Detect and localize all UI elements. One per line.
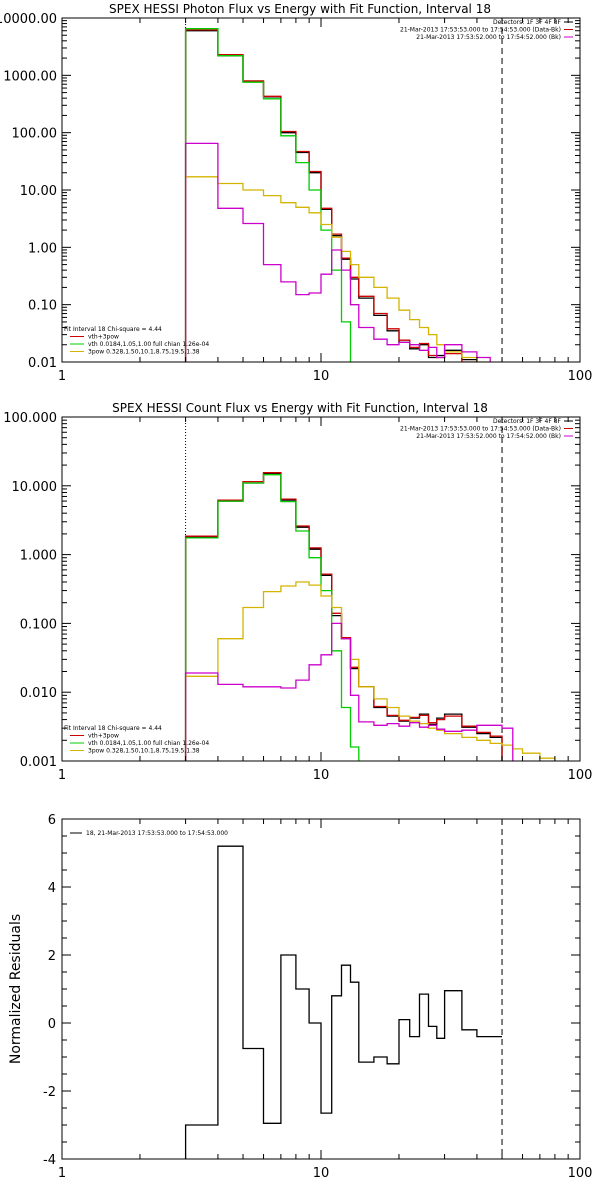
series-model xyxy=(184,29,503,362)
series-residuals xyxy=(184,845,502,1159)
legend-top-entry: Detectors: 1F 3F 4F 8F xyxy=(493,19,562,26)
y-tick-label: 10.000 xyxy=(12,480,58,495)
x-tick-label: 1 xyxy=(58,1166,66,1181)
legend-bottom-entry: vth 0.0184,1.05,1.00 full chian 1.26e-04 xyxy=(88,341,209,348)
y-tick-label: 0.01 xyxy=(28,356,57,371)
y-tick-label: 1.00 xyxy=(28,241,57,256)
y-tick-label: 0.10 xyxy=(28,299,57,314)
y-tick-label: 100.00 xyxy=(12,127,58,142)
series-vth xyxy=(184,474,360,761)
series-bk xyxy=(184,142,503,362)
y-tick-label: 0.100 xyxy=(20,617,57,632)
legend-bottom-entry: Fit Interval 18 Chi-square = 4.44 xyxy=(64,725,162,732)
x-tick-label: 10 xyxy=(313,369,330,384)
legend-bottom-entry: vth+3pow xyxy=(88,733,119,740)
legend-bottom-entry: Fit Interval 18 Chi-square = 4.44 xyxy=(64,326,162,333)
x-tick-label: 10 xyxy=(313,768,330,783)
legend-top-entry: 21-Mar-2013 17:53:52.000 to 17:54:52.000… xyxy=(416,433,561,440)
chart-title: SPEX HESSI Photon Flux vs Energy with Fi… xyxy=(109,2,491,16)
y-tick-label: 1000.00 xyxy=(3,69,57,84)
y-tick-label: 0.010 xyxy=(20,686,57,701)
x-tick-label: 1 xyxy=(58,768,66,783)
y-tick-label: 6 xyxy=(48,813,56,828)
x-tick-label: 10 xyxy=(313,1166,330,1181)
series-bk xyxy=(184,622,514,761)
legend-bottom-entry: vth+3pow xyxy=(88,334,119,341)
x-tick-label: 100 xyxy=(568,369,593,384)
chart-title: SPEX HESSI Count Flux vs Energy with Fit… xyxy=(112,401,488,415)
series-vth xyxy=(184,28,360,362)
y-tick-label: 100.000 xyxy=(3,411,57,426)
y-tick-label: 0.001 xyxy=(20,755,57,770)
y-tick-label: -2 xyxy=(43,1085,56,1100)
x-tick-label: 100 xyxy=(568,1166,593,1181)
y-tick-label: -4 xyxy=(43,1153,56,1168)
y-tick-label: 1.000 xyxy=(20,549,57,564)
legend-entry: 18, 21-Mar-2013 17:53:53.000 to 17:54:53… xyxy=(86,830,228,837)
x-tick-label: 1 xyxy=(58,369,66,384)
chart-panel-2: SPEX HESSI Count Flux vs Energy with Fit… xyxy=(3,401,592,783)
y-tick-label: 2 xyxy=(48,949,56,964)
chart-panel-1: SPEX HESSI Photon Flux vs Energy with Fi… xyxy=(0,2,593,384)
y-tick-label: 10.00 xyxy=(20,184,57,199)
legend-top-entry: 21-Mar-2013 17:53:53.000 to 17:54:53.000… xyxy=(400,27,561,34)
legend-top-entry: Detectors: 1F 3F 4F 8F xyxy=(493,418,562,425)
chart-panel-3: 1 10 100 -4 -2 0 2 4 6 Normalized Residuals 18, 21… xyxy=(8,813,592,1181)
y-axis-label: Normalized Residuals xyxy=(8,914,24,1064)
y-tick-label: 10000.00 xyxy=(0,12,57,27)
y-tick-label: 4 xyxy=(48,881,56,896)
y-tick-label: 0 xyxy=(48,1017,56,1032)
legend-bottom-entry: vth 0.0184,1.05,1.00 full chian 1.26e-04 xyxy=(88,740,209,747)
legend-bottom-entry: 3pow 0.328,1.50,10.1,8.75,19.5,1.38 xyxy=(88,748,200,755)
legend-top-entry: 21-Mar-2013 17:53:52.000 to 17:54:52.000… xyxy=(416,34,561,41)
legend-bottom-entry: 3pow 0.328,1.50,10.1,8.75,19.5,1.38 xyxy=(88,349,200,356)
legend-top-entry: 21-Mar-2013 17:53:53.000 to 17:54:53.000… xyxy=(400,426,561,433)
x-tick-label: 100 xyxy=(568,768,593,783)
